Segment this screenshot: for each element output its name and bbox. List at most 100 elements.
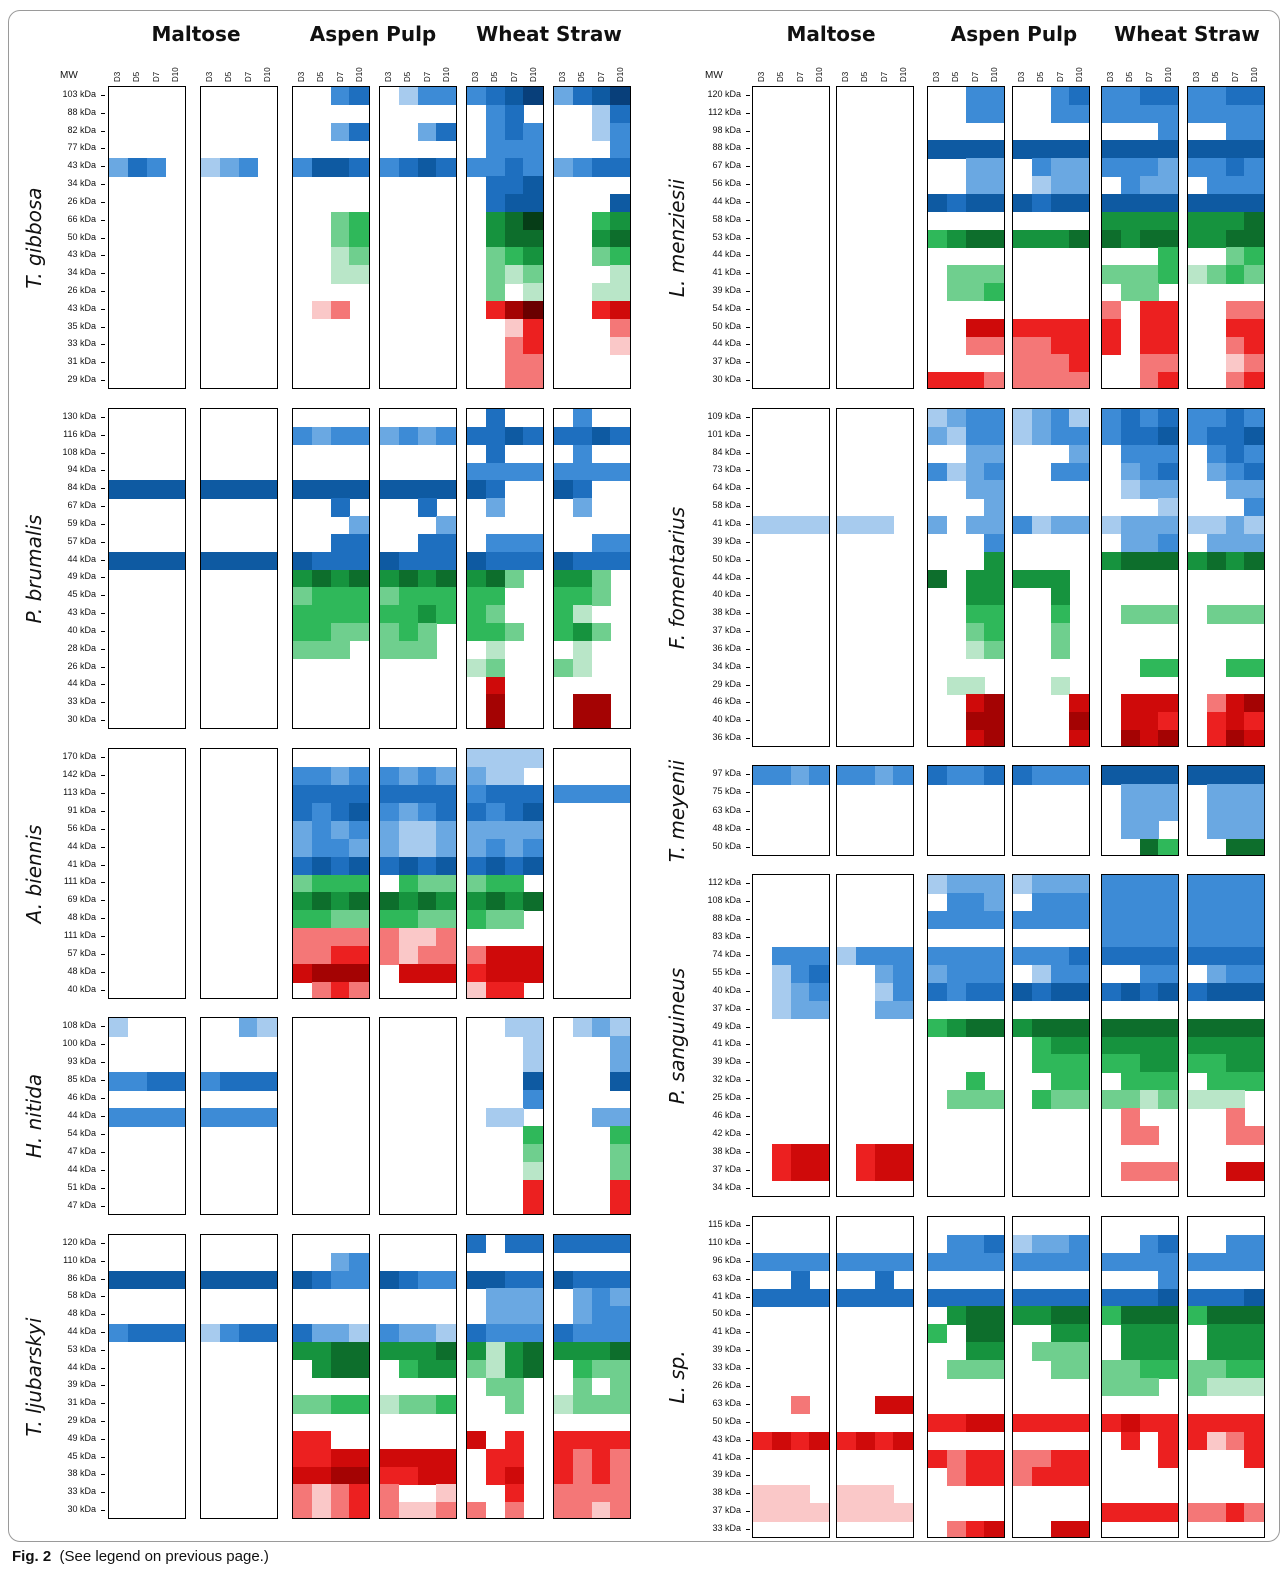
- heatmap-cell: [893, 1144, 913, 1163]
- heatmap-cell: [984, 551, 1004, 571]
- heatmap-cell: [330, 1466, 350, 1485]
- heatmap-cell: [380, 551, 400, 571]
- heatmap-cell: [1188, 982, 1208, 1002]
- heatmap-cell: [1139, 1162, 1159, 1181]
- mw-tick: [746, 990, 750, 992]
- mw-label: 54 kDa: [712, 302, 741, 313]
- heatmap-cell: [1102, 318, 1122, 338]
- heatmap-cell: [467, 964, 487, 983]
- heatmap-cell: [1206, 551, 1227, 571]
- species-label: H. nitida: [22, 1073, 46, 1159]
- heatmap-cell: [591, 1395, 611, 1414]
- mw-tick: [101, 326, 105, 328]
- mw-tick: [746, 954, 750, 956]
- heatmap-cell: [1031, 1054, 1052, 1073]
- heatmap-cell: [855, 1431, 876, 1451]
- heatmap-cell: [771, 766, 792, 785]
- heatmap-cell: [436, 910, 456, 929]
- heatmap-cell: [610, 300, 630, 320]
- heatmap-cell: [1069, 892, 1089, 912]
- heatmap-cell: [984, 426, 1004, 446]
- heatmap-cell: [1050, 1360, 1070, 1379]
- heatmap-cell: [1188, 551, 1208, 571]
- heatmap-cell: [1120, 928, 1141, 948]
- heatmap-cell: [1102, 1288, 1122, 1308]
- heatmap-cell: [1050, 1521, 1070, 1537]
- heatmap-cell: [1225, 516, 1245, 535]
- heatmap-cell: [946, 409, 967, 428]
- heatmap-cell: [504, 766, 524, 786]
- heatmap-cell: [504, 623, 524, 642]
- heatmap-cell: [1244, 533, 1264, 553]
- heatmap-cell: [1102, 300, 1122, 320]
- heatmap-cell: [504, 176, 524, 195]
- mw-tick: [101, 702, 105, 704]
- day-label: D5: [490, 71, 500, 82]
- heatmap-cell: [1188, 265, 1208, 284]
- heatmap-cell: [485, 158, 506, 177]
- species-label: T. meyenii: [665, 759, 689, 862]
- mw-tick: [101, 166, 105, 168]
- heatmap-cell: [1013, 1234, 1033, 1254]
- heatmap-cell: [311, 569, 332, 588]
- heatmap-cell: [1244, 658, 1264, 678]
- heatmap-cell: [572, 1018, 593, 1037]
- heatmap-cell: [1120, 766, 1141, 785]
- heatmap-cell: [610, 1484, 630, 1503]
- heatmap-cell: [1158, 694, 1178, 713]
- heatmap-cell: [1120, 1072, 1141, 1091]
- heatmap-cell: [753, 1252, 773, 1272]
- heatmap-cell: [984, 1342, 1004, 1361]
- heatmap-cell: [946, 1360, 967, 1379]
- heatmap-cell: [523, 1018, 543, 1037]
- heatmap-cell: [1120, 283, 1141, 302]
- heatmap-cell: [591, 551, 611, 571]
- heatmap-cell: [417, 605, 437, 624]
- heatmap-cell: [467, 838, 487, 858]
- heatmap-cell: [572, 1502, 593, 1518]
- heatmap-cell: [330, 856, 350, 876]
- heatmap-cell: [398, 1324, 419, 1343]
- heatmap-cell: [1139, 1360, 1159, 1379]
- heatmap-cell: [485, 1359, 506, 1379]
- heatmap-cell: [1120, 444, 1141, 464]
- heatmap-cell: [1158, 229, 1178, 248]
- heatmap-cell: [436, 605, 456, 624]
- heatmap-cell: [1031, 875, 1052, 894]
- heatmap-cell: [965, 444, 985, 464]
- heatmap-cell: [1158, 1306, 1178, 1325]
- mw-label: 26 kDa: [67, 284, 96, 295]
- mw-label: 37 kDa: [712, 1505, 741, 1516]
- heatmap-cell: [380, 1502, 400, 1518]
- mw-tick: [101, 1403, 105, 1405]
- heatmap-cell: [523, 122, 543, 142]
- heatmap-cell: [1120, 784, 1141, 803]
- heatmap-cell: [1225, 409, 1245, 428]
- mw-tick: [101, 882, 105, 884]
- heatmap-cell: [417, 569, 437, 588]
- heatmap-cell: [965, 640, 985, 660]
- heatmap-cell: [1225, 1342, 1245, 1361]
- mw-label: 77 kDa: [67, 142, 96, 153]
- heatmap-cell: [1139, 444, 1159, 464]
- heatmap-cell: [554, 623, 574, 642]
- heatmap-cell: [504, 300, 524, 320]
- heatmap-cell: [349, 1324, 369, 1343]
- heatmap-cell: [504, 784, 524, 804]
- heatmap-cell: [1188, 928, 1208, 948]
- heatmap-cell: [417, 1395, 437, 1414]
- heatmap-cell: [1206, 694, 1227, 713]
- mw-tick: [746, 308, 750, 310]
- day-label: D7: [335, 71, 345, 82]
- heatmap-cell: [1225, 910, 1245, 930]
- heatmap-cell: [523, 946, 543, 965]
- heatmap-cell: [311, 1359, 332, 1379]
- heatmap-cell: [127, 1324, 148, 1343]
- day-label: D10: [1164, 67, 1174, 82]
- mw-tick: [101, 918, 105, 920]
- mw-label: 33 kDa: [712, 1523, 741, 1534]
- heatmap-cell: [330, 964, 350, 983]
- heatmap-cell: [1225, 784, 1245, 803]
- heatmap-cell: [1244, 1378, 1264, 1397]
- heatmap-cell: [485, 1306, 506, 1325]
